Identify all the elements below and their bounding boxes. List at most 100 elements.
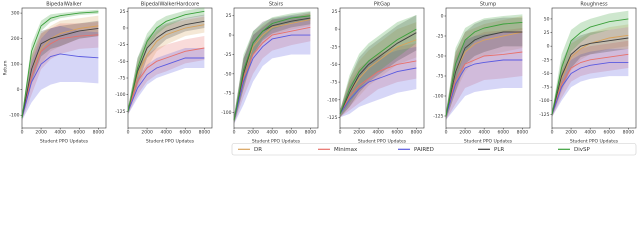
x-tick-label: 0 [445, 130, 448, 136]
y-tick-label: 0 [335, 27, 338, 33]
x-tick-label: 2000 [353, 130, 365, 136]
x-tick-label: 4000 [372, 130, 384, 136]
std-band [446, 17, 523, 121]
x-tick-label: 0 [339, 130, 342, 136]
series-line [127, 20, 205, 112]
y-tick-label: -75 [330, 80, 337, 86]
chart-title: Stump [480, 2, 496, 8]
y-tick-label: -100 [433, 94, 443, 100]
x-tick-label: 4000 [54, 130, 66, 136]
series-line [233, 26, 311, 121]
plot-area [445, 14, 523, 121]
y-tick-label: -100 [539, 98, 549, 104]
series-line [551, 18, 629, 115]
x-tick-label: 6000 [180, 130, 192, 136]
plot-area [551, 10, 629, 118]
y-tick-label: -100 [221, 110, 231, 116]
std-band [128, 14, 205, 115]
y-tick-label: -125 [433, 114, 443, 120]
x-tick-label: 0 [127, 130, 130, 136]
plot-area [127, 7, 205, 115]
legend-label: DivSP [574, 147, 591, 153]
plot-frame [445, 7, 531, 129]
y-tick-label: -125 [115, 109, 125, 115]
std-band [340, 43, 417, 118]
chart-title: BipedalWalker [46, 2, 83, 8]
series-line [233, 15, 311, 121]
y-tick-label: 0 [441, 14, 444, 20]
legend-label: PLR [494, 147, 504, 153]
std-band [234, 13, 311, 125]
y-tick-label: 0 [17, 87, 20, 93]
plot-frame [21, 7, 107, 129]
legend-label: PAIRED [414, 147, 434, 153]
legend-label: DR [254, 147, 262, 153]
y-tick-label: 0 [229, 33, 232, 39]
std-band [552, 10, 629, 118]
y-tick-label: -25 [224, 52, 231, 58]
x-tick-label: 4000 [478, 130, 490, 136]
series-line [551, 62, 629, 115]
std-band [340, 15, 417, 118]
std-band [128, 7, 205, 115]
x-axis-label: Student PPO Updates [570, 139, 619, 145]
x-tick-label: 2000 [35, 130, 47, 136]
plot-frame [127, 7, 213, 129]
y-tick-label: 25 [332, 9, 338, 15]
x-axis-label: Student PPO Updates [146, 139, 195, 145]
y-tick-label: -25 [330, 44, 337, 50]
series-line [21, 27, 99, 118]
x-tick-label: 8000 [305, 130, 317, 136]
plot-frame [233, 7, 319, 129]
x-tick-label: 8000 [411, 130, 423, 136]
x-tick-label: 2000 [459, 130, 471, 136]
series-line [339, 32, 417, 115]
figure: BipedalWalker Return Student PPO Updates -1… [3, 2, 637, 156]
std-band [340, 22, 417, 118]
std-band [552, 40, 629, 118]
x-tick-label: 8000 [517, 130, 529, 136]
x-tick-label: 2000 [565, 130, 577, 136]
y-tick-label: -75 [224, 91, 231, 97]
plot-area [21, 9, 99, 121]
x-tick-label: 4000 [584, 130, 596, 136]
y-tick-label: -100 [115, 92, 125, 98]
y-tick-label: -50 [330, 62, 337, 68]
series-line [21, 34, 99, 118]
series-line [127, 57, 205, 112]
y-tick-label: 0 [123, 26, 126, 32]
std-band [446, 16, 523, 120]
std-band [234, 13, 311, 125]
x-tick-label: 4000 [266, 130, 278, 136]
x-tick-label: 6000 [498, 130, 510, 136]
std-band [552, 48, 629, 118]
std-band [234, 11, 311, 125]
series-line [551, 53, 629, 115]
y-tick-label: 25 [226, 13, 232, 19]
series-line [339, 28, 417, 115]
y-tick-label: 200 [11, 36, 20, 42]
legend-box [231, 143, 637, 156]
x-tick-label: 8000 [93, 130, 105, 136]
x-tick-label: 6000 [74, 130, 86, 136]
series-line [445, 21, 523, 117]
plot-area [339, 15, 417, 118]
series-line [445, 51, 523, 117]
plot-area [233, 11, 311, 125]
x-axis-label: Student PPO Updates [358, 139, 407, 145]
chart-title: Roughness [580, 2, 608, 8]
x-tick-label: 0 [551, 130, 554, 136]
series-line [21, 53, 99, 118]
y-tick-label: -125 [539, 112, 549, 118]
series-line [127, 47, 205, 112]
y-tick-label: -100 [327, 97, 337, 103]
series-line [445, 31, 523, 117]
chart-title: Stairs [269, 2, 284, 8]
y-tick-label: -25 [436, 34, 443, 40]
plot-frame [339, 7, 425, 129]
y-tick-label: -50 [118, 59, 125, 65]
x-tick-label: 6000 [604, 130, 616, 136]
y-tick-label: -50 [224, 71, 231, 77]
x-tick-label: 8000 [199, 130, 211, 136]
y-tick-label: -50 [542, 71, 549, 77]
